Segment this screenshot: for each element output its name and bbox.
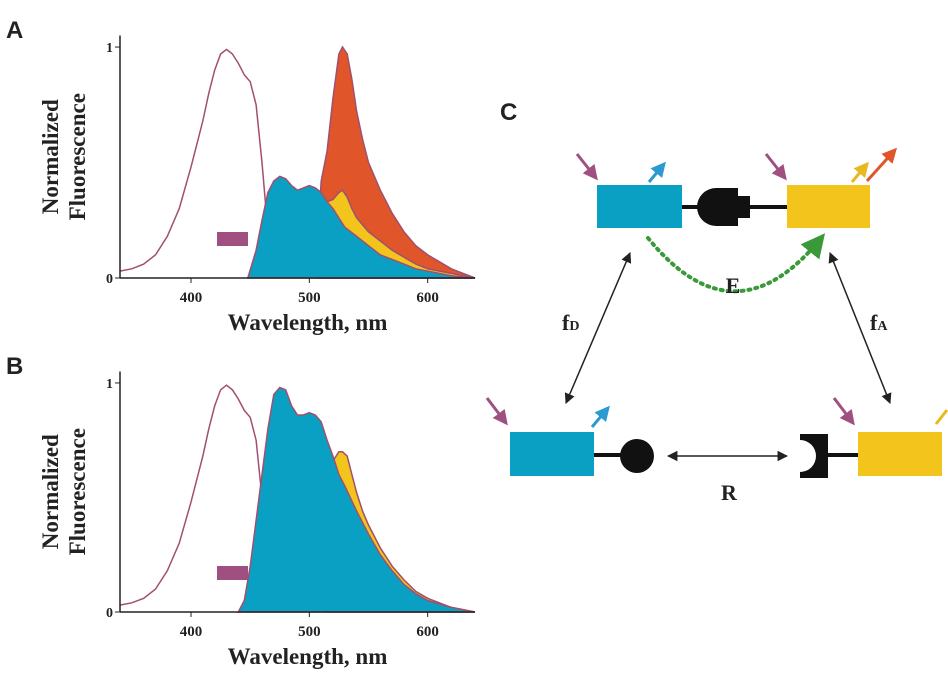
y-tick-label: 1 [106, 41, 113, 56]
chart-panel: 400 500 600 0 1 Wavelength, nm Normalized Fluor… [6, 17, 476, 335]
panel-label: A [6, 17, 23, 44]
emission-arrow [865, 147, 898, 183]
emission-arrow [934, 409, 948, 425]
y-axis-label: Fluorescence [65, 93, 90, 220]
y-tick-label: 0 [106, 272, 113, 287]
spectrum-area [246, 175, 476, 279]
x-axis-label: Wavelength, nm [228, 310, 388, 335]
acceptor-fraction: fA [870, 310, 888, 335]
spectrum-area [119, 384, 281, 613]
donor-box [510, 432, 594, 476]
bound-pair [697, 188, 750, 226]
x-tick-label: 500 [298, 290, 321, 306]
y-tick-label: 1 [106, 377, 113, 392]
equilibrium-arrow [564, 252, 632, 404]
symbol: f [562, 310, 570, 335]
chart-panel: 400 500 600 0 1 Wavelength, nm Normalized Fluor… [6, 353, 476, 669]
transfer-arc [646, 233, 826, 294]
y-axis-label: Normalized [38, 434, 63, 549]
filter-band [217, 232, 248, 246]
subscript: D [569, 319, 579, 334]
x-tick-label: 600 [416, 290, 439, 306]
y-tick-label: 0 [106, 606, 113, 621]
x-tick-label: 600 [416, 624, 439, 640]
ligand [620, 439, 654, 473]
diagram: C E fD fA R [485, 99, 948, 505]
excitation-arrow [764, 153, 787, 181]
ratio-label: R [721, 480, 738, 505]
emission-arrow [647, 161, 666, 183]
spectrum-area [237, 386, 476, 613]
spectrum-area [119, 48, 281, 279]
emission-arrow [590, 405, 610, 428]
x-tick-label: 400 [180, 290, 203, 306]
panel-label: B [6, 353, 23, 380]
emission-arrow [850, 161, 869, 183]
filter-band [217, 566, 248, 580]
excitation-arrow [832, 397, 855, 426]
donor-box [597, 185, 682, 228]
panel-label: C [500, 99, 517, 126]
equilibrium-arrow [828, 252, 892, 404]
receptor [800, 434, 828, 478]
transfer-label: E [726, 273, 741, 298]
acceptor-box [787, 185, 870, 228]
symbol: f [870, 310, 878, 335]
x-axis-label: Wavelength, nm [228, 644, 388, 669]
donor-fraction: fD [562, 310, 579, 335]
y-axis-label: Normalized [38, 99, 63, 214]
x-tick-label: 400 [180, 624, 203, 640]
y-axis-label: Fluorescence [65, 428, 90, 555]
excitation-arrow [575, 153, 598, 181]
x-tick-label: 500 [298, 624, 321, 640]
excitation-arrow [485, 397, 508, 426]
acceptor-box [858, 432, 942, 476]
subscript: A [877, 319, 888, 334]
